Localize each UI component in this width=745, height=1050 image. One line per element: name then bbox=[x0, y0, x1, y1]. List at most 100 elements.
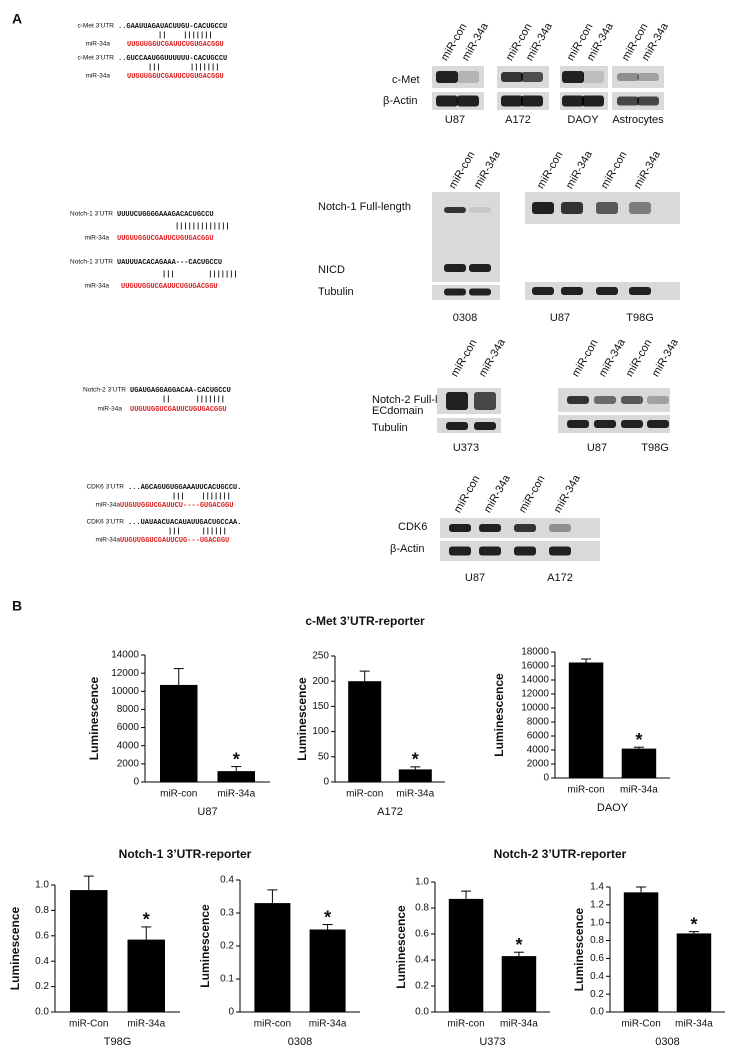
band bbox=[629, 202, 651, 214]
mirna-label: miR-34a bbox=[85, 41, 110, 48]
band bbox=[567, 420, 589, 428]
y-tick-label: 0.4 bbox=[415, 955, 429, 966]
target-label: Notch-1 3’UTR bbox=[70, 211, 113, 218]
y-tick-label: 2000 bbox=[117, 758, 140, 769]
band bbox=[457, 95, 479, 107]
target-sequence: UGAUGAGGAGGACAA-CACUGCCU bbox=[130, 387, 231, 395]
band bbox=[621, 396, 643, 404]
panel-label: B bbox=[12, 598, 22, 614]
pairing: ||| |||||| bbox=[168, 528, 227, 536]
band bbox=[436, 95, 458, 107]
y-tick-label: 12000 bbox=[111, 668, 139, 679]
row-label: β-Actin bbox=[383, 95, 417, 107]
target-sequence: UAUUUACACAGAAA---CACUGCCU bbox=[117, 259, 222, 267]
y-tick-label: 0 bbox=[543, 773, 549, 784]
y-tick-label: 0.6 bbox=[590, 953, 604, 964]
band bbox=[474, 392, 496, 410]
bar bbox=[127, 939, 165, 1012]
significance: * bbox=[690, 914, 697, 934]
target-sequence: UUUUCUGGGGAAAGACACUGCCU bbox=[117, 211, 214, 219]
target-sequence: ..GAAUUAGAUACUUGU-CACUGCCU bbox=[118, 23, 227, 31]
y-tick-label: 0.0 bbox=[590, 1007, 604, 1018]
y-tick-label: 0.6 bbox=[35, 930, 49, 941]
x-tick-label: miR-con bbox=[254, 1019, 291, 1030]
y-axis-label: Luminescence bbox=[87, 676, 101, 760]
bar bbox=[398, 769, 432, 782]
band bbox=[596, 287, 618, 295]
row-label: Tubulin bbox=[318, 286, 354, 298]
target-label: c-Met 3’UTR bbox=[78, 23, 115, 30]
band bbox=[617, 96, 639, 106]
row-label: c-Met bbox=[392, 74, 420, 86]
y-tick-label: 0 bbox=[323, 777, 329, 788]
y-tick-label: 0 bbox=[133, 777, 139, 788]
bar bbox=[348, 681, 382, 782]
y-axis-label: Luminescence bbox=[492, 673, 506, 757]
significance: * bbox=[515, 935, 522, 955]
band bbox=[617, 73, 639, 81]
target-label: Notch-2 3’UTR bbox=[83, 387, 126, 394]
target-sequence: ..GUCCAAUGGUUUUUU-CACUGCCU bbox=[118, 55, 227, 63]
row-label: β-Actin bbox=[390, 543, 424, 555]
band bbox=[501, 95, 523, 107]
row-label: Tubulin bbox=[372, 422, 408, 434]
y-tick-label: 0.4 bbox=[590, 971, 604, 982]
y-tick-label: 4000 bbox=[117, 740, 140, 751]
y-tick-label: 0.8 bbox=[590, 935, 604, 946]
mirna-sequence: UUGUUGGUCGAUUCUG---UGACGGU bbox=[120, 537, 229, 545]
y-tick-label: 4000 bbox=[527, 745, 550, 756]
band bbox=[469, 288, 491, 296]
y-tick-label: 14000 bbox=[521, 675, 549, 686]
bar bbox=[70, 890, 108, 1012]
bar bbox=[676, 933, 712, 1012]
x-tick-label: miR-34a bbox=[217, 789, 255, 800]
cell-line: 0308 bbox=[453, 312, 477, 324]
lane-label: miR-con bbox=[599, 149, 630, 190]
band bbox=[532, 202, 554, 214]
y-tick-label: 0.8 bbox=[415, 903, 429, 914]
lane-label: miR-34a bbox=[650, 336, 682, 379]
band bbox=[449, 524, 471, 532]
lane-label: miR-34a bbox=[564, 148, 596, 191]
band bbox=[444, 264, 466, 272]
x-tick-label: miR-34a bbox=[675, 1019, 713, 1030]
bar bbox=[623, 892, 659, 1012]
mirna-label: miR-34a bbox=[95, 502, 120, 509]
lane-label: miR-con bbox=[517, 473, 548, 514]
x-axis-label: U373 bbox=[479, 1036, 505, 1048]
mirna-sequence: UUGUUGGUCGAUUCUGUGACGGU bbox=[127, 73, 224, 81]
y-tick-label: 1.4 bbox=[590, 882, 604, 893]
band bbox=[469, 264, 491, 272]
band bbox=[637, 73, 659, 81]
pairing: ||||||||||||| bbox=[175, 223, 230, 231]
x-axis-label: U87 bbox=[197, 806, 217, 818]
y-tick-label: 0.1 bbox=[220, 974, 234, 985]
y-axis-label: Luminescence bbox=[8, 906, 22, 990]
y-tick-label: 18000 bbox=[521, 647, 549, 658]
target-sequence: ...AGCAGUGUGGAAAUUCACUGCCU. bbox=[128, 484, 241, 492]
y-tick-label: 0 bbox=[228, 1007, 234, 1018]
x-axis-label: 0308 bbox=[655, 1036, 679, 1048]
band bbox=[521, 95, 543, 107]
band bbox=[549, 546, 571, 556]
lane-label: miR-34a bbox=[552, 472, 584, 515]
bar bbox=[448, 898, 484, 1012]
y-tick-label: 0.4 bbox=[35, 956, 49, 967]
mirna-label: miR-34a bbox=[84, 235, 109, 242]
lane-label: miR-34a bbox=[477, 336, 509, 379]
group-title: Notch-1 3’UTR-reporter bbox=[119, 847, 252, 861]
y-tick-label: 10000 bbox=[521, 703, 549, 714]
y-tick-label: 0.6 bbox=[415, 929, 429, 940]
cell-line: U87 bbox=[550, 312, 570, 324]
lane-label: miR-34a bbox=[472, 148, 504, 191]
band bbox=[582, 95, 604, 107]
band bbox=[449, 546, 471, 556]
y-tick-label: 12000 bbox=[521, 689, 549, 700]
cell-line: T98G bbox=[626, 312, 654, 324]
band bbox=[567, 396, 589, 404]
y-tick-label: 250 bbox=[312, 651, 329, 662]
mirna-sequence: UUGUUGGUCGAUUCUGUGACGGU bbox=[121, 283, 218, 291]
row-label: NICD bbox=[318, 264, 345, 276]
x-tick-label: miR-con bbox=[447, 1019, 484, 1030]
lane-label: miR-con bbox=[535, 149, 566, 190]
